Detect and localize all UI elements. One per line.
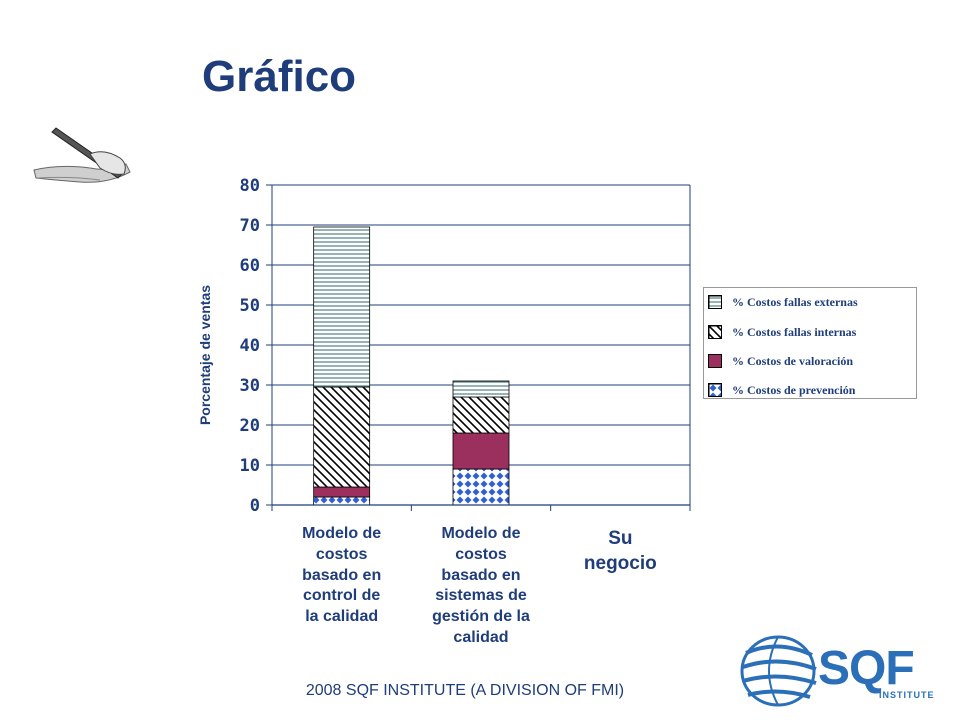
y-tick-label: 80 — [240, 176, 260, 196]
y-tick-label: 50 — [240, 296, 260, 316]
bar-segment — [313, 226, 371, 388]
y-tick-label: 70 — [240, 216, 260, 236]
legend-label: % Costos de valoración — [732, 353, 853, 368]
hand-writing-icon — [33, 127, 131, 183]
logo-wordmark: SQF — [818, 642, 915, 695]
bar-segment — [452, 380, 510, 398]
y-tick-label: 60 — [240, 256, 260, 276]
legend-label: % Costos de prevención — [732, 382, 856, 397]
y-tick-label: 0 — [250, 496, 260, 516]
legend-item-fallas-internas: % Costos fallas internas — [708, 324, 856, 340]
bar-segment — [452, 396, 510, 434]
y-tick-label: 30 — [240, 376, 260, 396]
chart-legend: % Costos fallas externas % Costos fallas… — [703, 287, 917, 399]
bar-segment — [313, 386, 371, 488]
legend-item-fallas-externas: % Costos fallas externas — [708, 294, 858, 310]
legend-label: % Costos fallas externas — [732, 294, 858, 309]
y-tick-label: 20 — [240, 416, 260, 436]
x-category-label: Modelo de costos basado en control de la cal… — [302, 525, 382, 626]
x-category-label: Modelo de costos basado en sistemas de gesti… — [432, 525, 530, 646]
legend-swatch-solid — [708, 354, 722, 368]
bar-segment — [452, 468, 510, 506]
bar-segment — [313, 486, 371, 498]
y-tick-label: 10 — [240, 456, 260, 476]
legend-item-prevencion: % Costos de prevención — [708, 382, 855, 398]
sqf-globe-logo-icon — [740, 635, 817, 707]
legend-swatch-diag — [708, 325, 722, 339]
slide-footer: 2008 SQF INSTITUTE (A DIVISION OF FMI) — [305, 682, 625, 699]
x-category-label: Su negocio — [583, 528, 657, 574]
slide-title: Gráfico — [202, 52, 357, 101]
legend-label: % Costos fallas internas — [732, 324, 857, 339]
bar-segment — [452, 432, 510, 470]
logo-subtitle: INSTITUTE — [879, 690, 935, 700]
legend-item-valoracion: % Costos de valoración — [708, 353, 853, 369]
y-tick-label: 40 — [240, 336, 260, 356]
legend-swatch-diamond — [708, 383, 722, 397]
bar-segment — [313, 496, 371, 506]
legend-swatch-hlines — [708, 295, 722, 309]
y-axis-label: Porcentaje de ventas — [197, 285, 213, 425]
